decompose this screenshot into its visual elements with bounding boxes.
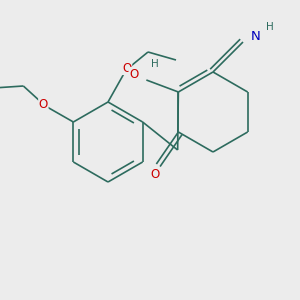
- Text: O: O: [122, 61, 132, 74]
- Text: O: O: [151, 167, 160, 181]
- Text: O: O: [129, 68, 138, 80]
- Text: O: O: [39, 98, 48, 110]
- Text: H: H: [266, 22, 274, 32]
- Text: H: H: [152, 59, 159, 69]
- Text: N: N: [251, 31, 261, 44]
